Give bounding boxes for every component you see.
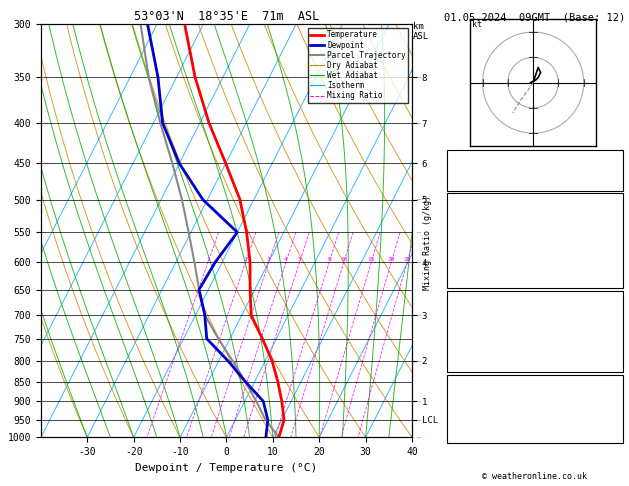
X-axis label: Dewpoint / Temperature (°C): Dewpoint / Temperature (°C)	[135, 463, 318, 473]
Text: CAPE (J): CAPE (J)	[450, 263, 493, 272]
Text: 8: 8	[328, 257, 331, 262]
Text: Pressure (mb): Pressure (mb)	[450, 307, 520, 315]
Text: kt: kt	[472, 20, 482, 29]
Text: StmDir: StmDir	[450, 418, 482, 427]
Text: 10: 10	[340, 257, 348, 262]
Text: Surface: Surface	[516, 195, 554, 204]
Text: CIN (J): CIN (J)	[450, 361, 487, 370]
Text: 01.05.2024  09GMT  (Base: 12): 01.05.2024 09GMT (Base: 12)	[444, 12, 625, 22]
Text: —: —	[418, 196, 421, 203]
Text: —: —	[418, 74, 421, 80]
Text: 16: 16	[610, 404, 620, 413]
Text: CAPE (J): CAPE (J)	[450, 347, 493, 356]
Text: —: —	[418, 259, 421, 265]
Text: Lifted Index: Lifted Index	[450, 250, 515, 259]
Text: 18: 18	[610, 391, 620, 399]
Text: 0: 0	[615, 263, 620, 272]
Text: 43: 43	[610, 166, 620, 174]
Text: 11: 11	[610, 250, 620, 259]
Text: 314: 314	[604, 320, 620, 329]
Text: θₑ(K): θₑ(K)	[450, 236, 477, 245]
Text: 20: 20	[387, 257, 395, 262]
Text: © weatheronline.co.uk: © weatheronline.co.uk	[482, 472, 587, 481]
Text: 4: 4	[615, 334, 620, 343]
Text: Lifted Index: Lifted Index	[450, 334, 515, 343]
Text: Temp (°C): Temp (°C)	[450, 209, 498, 218]
Text: Most Unstable: Most Unstable	[499, 293, 570, 302]
Text: —: —	[418, 434, 421, 440]
Text: 15: 15	[367, 257, 375, 262]
Text: Totals Totals: Totals Totals	[450, 166, 520, 174]
Text: 900: 900	[604, 307, 620, 315]
Text: —: —	[418, 120, 421, 126]
Text: Hodograph: Hodograph	[511, 377, 559, 386]
Text: 0: 0	[615, 361, 620, 370]
Text: —: —	[418, 358, 421, 364]
Text: SREH: SREH	[450, 404, 471, 413]
Text: —: —	[418, 229, 421, 235]
Text: StmSpd (kt): StmSpd (kt)	[450, 432, 509, 440]
Text: —: —	[418, 312, 421, 318]
Y-axis label: hPa: hPa	[0, 221, 2, 241]
Text: K: K	[450, 152, 455, 161]
Text: Mixing Ratio (g/kg): Mixing Ratio (g/kg)	[423, 195, 432, 291]
Text: —: —	[418, 21, 421, 27]
Text: 1.34: 1.34	[599, 179, 620, 188]
Text: —: —	[418, 417, 421, 423]
Text: 1: 1	[206, 257, 210, 262]
Text: 4: 4	[284, 257, 288, 262]
Text: θₑ (K): θₑ (K)	[450, 320, 482, 329]
Text: PW (cm): PW (cm)	[450, 179, 487, 188]
Text: 8.5: 8.5	[604, 223, 620, 231]
Text: Dewp (°C): Dewp (°C)	[450, 223, 498, 231]
Text: CIN (J): CIN (J)	[450, 277, 487, 286]
Text: 2: 2	[244, 257, 247, 262]
Text: 3: 3	[267, 257, 270, 262]
Text: EH: EH	[450, 391, 460, 399]
Text: km
ASL: km ASL	[413, 22, 430, 41]
Text: 302: 302	[604, 236, 620, 245]
Text: 0: 0	[615, 347, 620, 356]
Text: 0: 0	[615, 277, 620, 286]
Text: 194°: 194°	[599, 418, 620, 427]
Text: -21: -21	[604, 152, 620, 161]
Text: 25: 25	[403, 257, 411, 262]
Text: 11.3: 11.3	[599, 209, 620, 218]
Text: 5: 5	[298, 257, 301, 262]
Title: 53°03'N  18°35'E  71m  ASL: 53°03'N 18°35'E 71m ASL	[134, 10, 319, 23]
Text: —: —	[418, 398, 421, 404]
Text: 10: 10	[610, 432, 620, 440]
Legend: Temperature, Dewpoint, Parcel Trajectory, Dry Adiabat, Wet Adiabat, Isotherm, Mi: Temperature, Dewpoint, Parcel Trajectory…	[308, 28, 408, 103]
